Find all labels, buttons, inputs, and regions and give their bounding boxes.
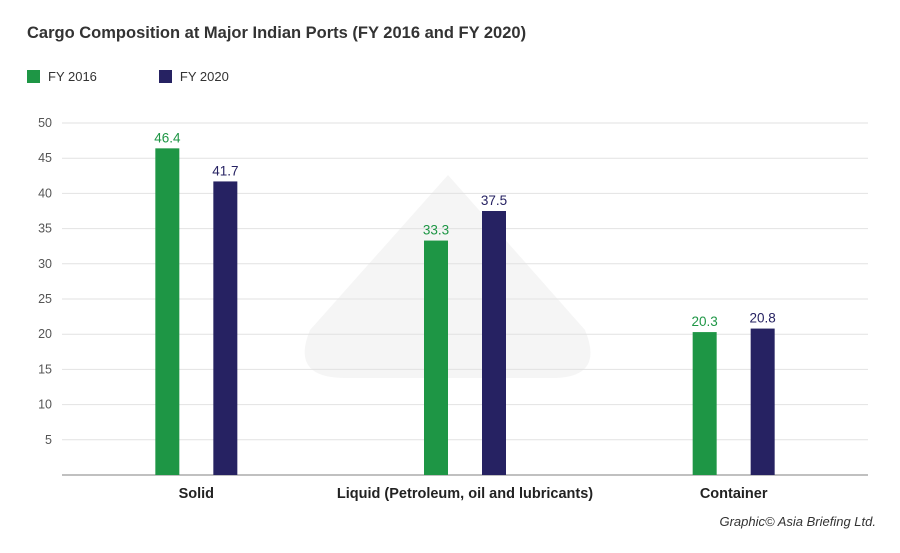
data-label: 20.8: [750, 311, 776, 326]
x-tick-label: Solid: [179, 486, 214, 502]
y-tick-label: 10: [38, 398, 52, 412]
data-label: 37.5: [481, 193, 507, 208]
legend: FY 2016 FY 2020: [27, 69, 229, 84]
chart-title: Cargo Composition at Major Indian Ports …: [27, 24, 527, 42]
y-tick-label: 20: [38, 327, 52, 341]
data-label: 41.7: [212, 163, 238, 178]
y-tick-label: 50: [38, 116, 52, 130]
x-tick-label: Liquid (Petroleum, oil and lubricants): [337, 486, 593, 502]
value-labels: 46.4 41.7 33.3 37.5 20.3 20.8: [154, 130, 776, 329]
legend-item-fy2020: FY 2020: [158, 69, 229, 84]
y-tick-label: 5: [45, 433, 52, 447]
bar: [424, 240, 448, 475]
credit-text: Graphic© Asia Briefing Ltd.: [719, 514, 876, 529]
y-tick-label: 45: [38, 151, 52, 165]
data-label: 33.3: [423, 223, 449, 238]
y-axis: 5 10 15 20 25 30 35 40 45 50: [38, 116, 868, 476]
bar: [692, 332, 717, 475]
data-label: 46.4: [154, 130, 181, 145]
data-label: 20.3: [692, 314, 718, 329]
y-tick-label: 40: [38, 186, 52, 200]
grid-lines: [62, 122, 868, 441]
bars: [155, 148, 775, 475]
legend-swatch-fy2020: [158, 70, 172, 83]
y-tick-label: 25: [38, 292, 52, 306]
x-axis: Solid Liquid (Petroleum, oil and lubrican…: [179, 486, 768, 502]
bar: [750, 328, 775, 475]
x-tick-label: Container: [700, 486, 768, 502]
legend-label-fy2016: FY 2016: [48, 69, 97, 84]
y-tick-label: 30: [38, 257, 52, 271]
y-tick-label: 15: [38, 362, 52, 376]
bar: [213, 181, 238, 475]
y-tick-label: 35: [38, 222, 52, 236]
bar: [482, 211, 506, 475]
legend-swatch-fy2016: [27, 70, 40, 83]
bar: [155, 148, 180, 475]
legend-label-fy2020: FY 2020: [179, 69, 229, 84]
legend-item-fy2016: FY 2016: [27, 69, 97, 84]
